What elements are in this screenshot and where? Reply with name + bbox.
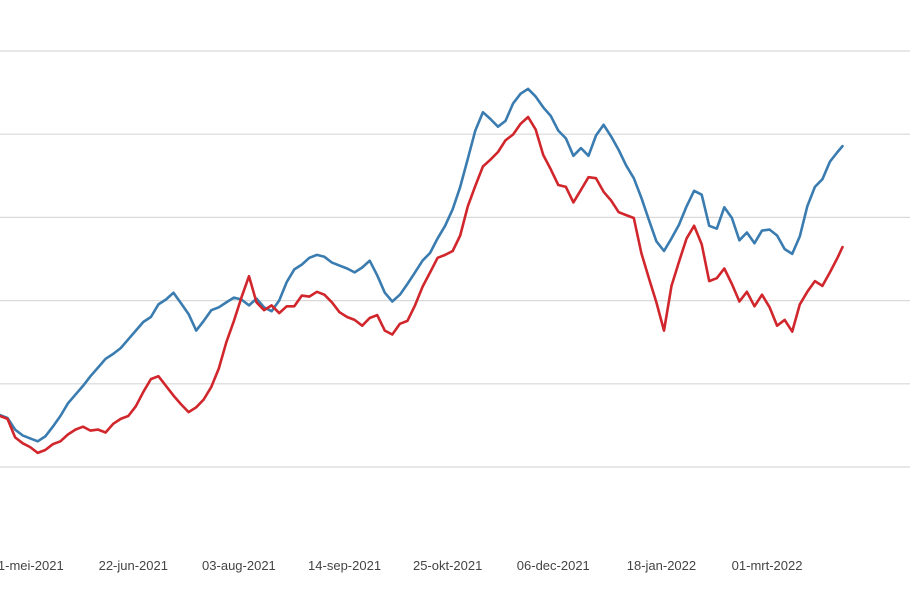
x-tick-label: 01-mrt-2022 — [732, 558, 803, 573]
x-tick-label: 03-aug-2021 — [202, 558, 276, 573]
x-tick-label: 18-jan-2022 — [627, 558, 696, 573]
x-axis-tick-labels: 11-mei-2021 22-jun-2021 03-aug-2021 14-sep-… — [0, 558, 802, 573]
series-lines — [0, 87, 844, 455]
x-tick-label: 11-mei-2021 — [0, 558, 64, 573]
x-tick-label: 14-sep-2021 — [308, 558, 381, 573]
x-tick-label: 25-okt-2021 — [413, 558, 482, 573]
x-tick-label: 06-dec-2021 — [517, 558, 590, 573]
series-line-1 — [0, 87, 844, 443]
series-line-2 — [0, 115, 844, 455]
gridlines — [0, 50, 910, 468]
x-tick-label: 22-jun-2021 — [99, 558, 168, 573]
